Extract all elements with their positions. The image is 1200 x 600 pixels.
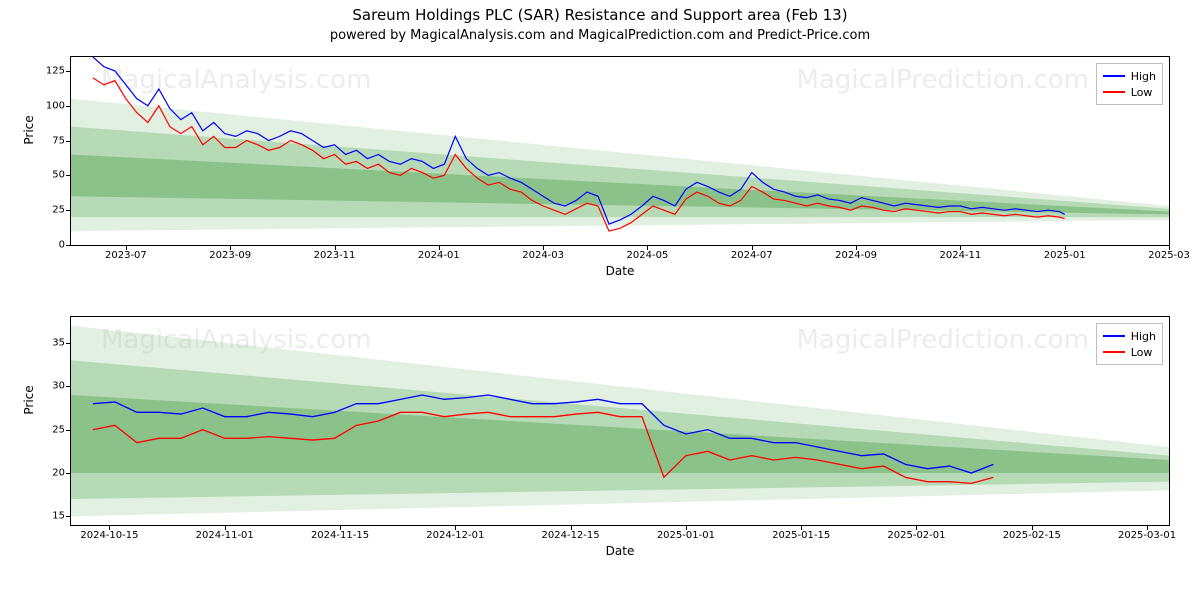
x-tick-label: 2024-07 <box>731 250 773 261</box>
legend-swatch <box>1103 351 1125 353</box>
x-tick-label: 2024-10-15 <box>80 530 138 541</box>
x-tick-label: 2024-11-01 <box>196 530 254 541</box>
y-tick-label: 25 <box>52 424 71 435</box>
legend-item-low: Low <box>1103 344 1156 360</box>
legend-label: Low <box>1131 346 1153 359</box>
bottom-chart: MagicalAnalysis.com MagicalPrediction.co… <box>70 316 1170 526</box>
legend-label: High <box>1131 330 1156 343</box>
y-tick-label: 0 <box>59 240 71 251</box>
x-axis-label: Date <box>70 544 1170 558</box>
x-tick-label: 2023-09 <box>209 250 251 261</box>
x-tick-label: 2024-09 <box>835 250 877 261</box>
y-tick-label: 50 <box>52 170 71 181</box>
bottom-plot-area <box>71 317 1169 525</box>
x-tick-label: 2025-03-01 <box>1118 530 1176 541</box>
x-tick-label: 2025-01 <box>1044 250 1086 261</box>
x-tick-label: 2025-01-01 <box>657 530 715 541</box>
x-axis-label: Date <box>70 264 1170 278</box>
y-axis-label: Price <box>22 350 36 450</box>
legend-swatch <box>1103 91 1125 93</box>
top-chart: MagicalAnalysis.com MagicalPrediction.co… <box>70 56 1170 246</box>
y-tick-label: 25 <box>52 205 71 216</box>
x-tick-label: 2023-07 <box>105 250 147 261</box>
legend-swatch <box>1103 335 1125 337</box>
y-tick-label: 75 <box>52 135 71 146</box>
x-tick-label: 2025-02-15 <box>1003 530 1061 541</box>
y-axis-label: Price <box>22 80 36 180</box>
x-tick-label: 2023-11 <box>314 250 356 261</box>
x-tick-label: 2024-12-01 <box>426 530 484 541</box>
top-plot-area <box>71 57 1169 245</box>
chart-title: Sareum Holdings PLC (SAR) Resistance and… <box>0 6 1200 24</box>
legend-item-high: High <box>1103 328 1156 344</box>
x-tick-label: 2024-05 <box>627 250 669 261</box>
legend: High Low <box>1096 63 1163 105</box>
y-tick-label: 35 <box>52 338 71 349</box>
y-tick-label: 15 <box>52 511 71 522</box>
y-tick-label: 30 <box>52 381 71 392</box>
x-tick-label: 2024-11 <box>939 250 981 261</box>
x-tick-label: 2025-02-01 <box>887 530 945 541</box>
x-tick-label: 2024-12-15 <box>542 530 600 541</box>
x-tick-label: 2024-01 <box>418 250 460 261</box>
figure: Sareum Holdings PLC (SAR) Resistance and… <box>0 0 1200 600</box>
x-tick-label: 2024-11-15 <box>311 530 369 541</box>
legend-label: Low <box>1131 86 1153 99</box>
legend-item-high: High <box>1103 68 1156 84</box>
y-tick-label: 100 <box>46 100 71 111</box>
legend-swatch <box>1103 75 1125 77</box>
legend-label: High <box>1131 70 1156 83</box>
legend-item-low: Low <box>1103 84 1156 100</box>
x-tick-label: 2024-03 <box>522 250 564 261</box>
legend: High Low <box>1096 323 1163 365</box>
chart-subtitle: powered by MagicalAnalysis.com and Magic… <box>0 28 1200 43</box>
y-tick-label: 20 <box>52 468 71 479</box>
x-tick-label: 2025-03 <box>1148 250 1190 261</box>
y-tick-label: 125 <box>46 65 71 76</box>
x-tick-label: 2025-01-15 <box>772 530 830 541</box>
